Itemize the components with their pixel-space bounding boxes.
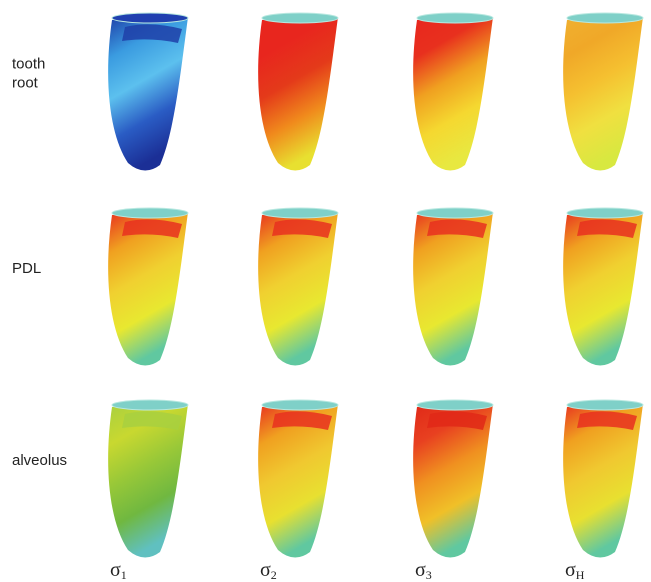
top-rim [112,208,188,218]
column-label: σ1 [110,559,127,582]
column-label: σ3 [415,559,432,582]
column-label: σH [565,559,585,582]
top-rim [417,13,493,23]
column-symbol: σ [565,559,576,581]
row-label: PDL [12,260,41,277]
row-label: tooth root [12,56,45,92]
stress-map [258,17,338,171]
top-rim [262,13,338,23]
top-rim [567,208,643,218]
row-label-line: alveolus [12,452,67,469]
column-subscript: H [576,568,585,582]
row-label-line: PDL [12,260,41,277]
column-subscript: 2 [271,568,277,582]
top-rim [567,13,643,23]
column-symbol: σ [415,559,426,581]
top-rim [262,208,338,218]
column-subscript: 3 [426,568,432,582]
top-rim [112,13,188,23]
row-label-line: root [12,75,39,92]
row-label-line: tooth [12,56,45,73]
top-rim [567,400,643,410]
column-label: σ2 [260,559,277,582]
stress-map [563,17,643,171]
top-rim [262,400,338,410]
top-rim [417,208,493,218]
top-rim [417,400,493,410]
row-label: alveolus [12,452,67,469]
column-symbol: σ [260,559,271,581]
column-subscript: 1 [121,568,127,582]
column-symbol: σ [110,559,121,581]
top-rim [112,400,188,410]
stress-map [413,17,493,171]
figure: toothrootPDLalveolusσ1σ2σ3σH [0,0,651,582]
